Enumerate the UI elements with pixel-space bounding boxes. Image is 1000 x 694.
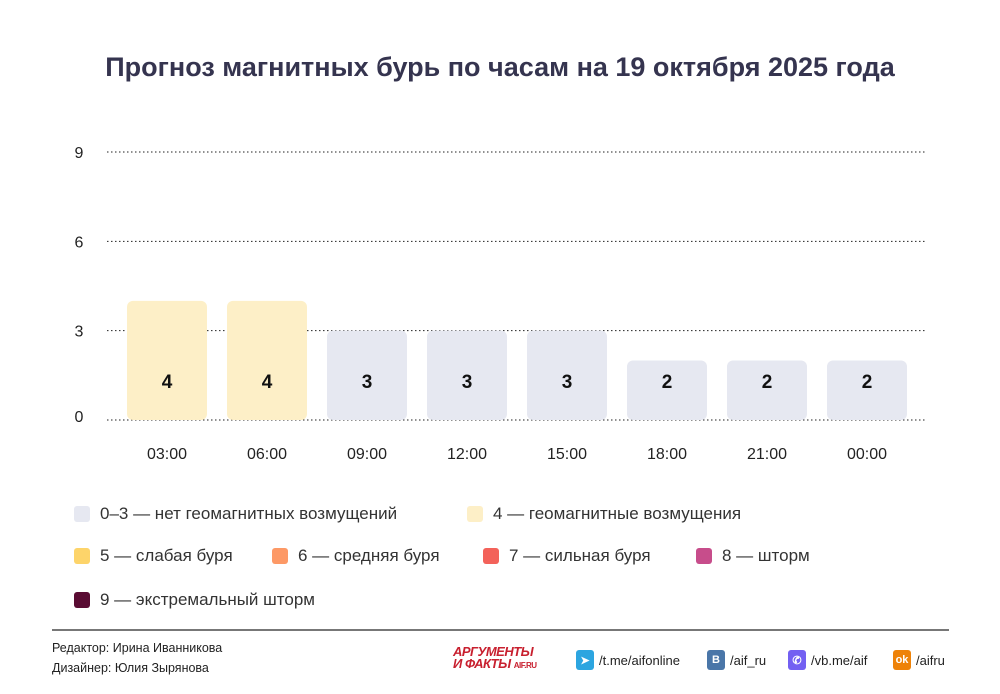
legend-label: 5 — слабая буря [100, 546, 233, 565]
social-label: /vb.me/aif [811, 652, 868, 668]
data-label: 2 [662, 372, 673, 393]
odnoklassniki-icon: ok [893, 650, 911, 670]
legend-swatch [74, 506, 90, 522]
data-label: 3 [362, 372, 373, 393]
legend-swatch [696, 548, 712, 564]
y-tick-label: 6 [75, 234, 84, 251]
x-tick-label: 00:00 [847, 446, 887, 463]
social-link[interactable]: B/aif_ru [707, 650, 766, 670]
editor-credit: Редактор: Ирина Иванникова [52, 641, 223, 655]
bar [127, 300, 207, 420]
legend-swatch [74, 548, 90, 564]
bar [827, 360, 907, 420]
legend-swatch [74, 592, 90, 608]
bar [527, 330, 607, 420]
social-label: /t.me/aifonline [599, 652, 680, 668]
social-label: /aif_ru [730, 652, 767, 668]
bar [327, 330, 407, 420]
data-label: 4 [262, 372, 273, 393]
data-label: 2 [862, 372, 873, 393]
x-tick-label: 03:00 [147, 446, 187, 463]
aif-logo: АРГУМЕНТЫ И ФАКТЫ AIF.RU [453, 644, 537, 671]
y-tick-label: 3 [75, 324, 84, 341]
social-link[interactable]: ➤ /t.me/aifonline [576, 650, 680, 670]
legend-label: 0–3 — нет геомагнитных возмущений [100, 504, 398, 523]
telegram-icon: ➤ [576, 650, 594, 670]
legend-item: 6 — средняя буря [272, 546, 440, 566]
legend-item: 5 — слабая буря [74, 546, 233, 566]
legend-item: 7 — сильная буря [483, 546, 651, 566]
y-tick-label: 0 [75, 409, 84, 426]
data-label: 3 [562, 372, 573, 393]
legend-label: 8 — шторм [722, 546, 810, 565]
legend-item: 8 — шторм [696, 546, 810, 566]
data-label: 2 [762, 372, 773, 393]
x-tick-label: 12:00 [447, 446, 487, 463]
social-link[interactable]: ✆ /vb.me/aif [788, 650, 867, 670]
bar [727, 360, 807, 420]
chart-title: Прогноз магнитных бурь по часам на 19 ок… [105, 52, 895, 82]
designer-credit: Дизайнер: Юлия Зырянова [52, 661, 209, 675]
legend-item: 0–3 — нет геомагнитных возмущений [74, 504, 397, 524]
bar [227, 300, 307, 420]
legend-item: 4 — геомагнитные возмущения [467, 504, 741, 524]
bar-chart: 0 3 6 9 4 03:00 4 06:00 3 09:00 3 12:00 3 15:00 2 18:00… [75, 145, 927, 463]
legend-swatch [272, 548, 288, 564]
data-label: 4 [162, 372, 173, 393]
x-tick-label: 21:00 [747, 446, 787, 463]
vk-icon: B [707, 650, 725, 670]
data-label: 3 [462, 372, 473, 393]
x-tick-label: 06:00 [247, 446, 287, 463]
y-tick-label: 9 [75, 145, 84, 162]
legend-label: 7 — сильная буря [509, 546, 651, 565]
legend-swatch [467, 506, 483, 522]
social-label: /aifru [916, 652, 945, 668]
legend-swatch [483, 548, 499, 564]
x-tick-label: 15:00 [547, 446, 587, 463]
divider [52, 629, 949, 631]
social-link[interactable]: ok/aifru [893, 650, 945, 670]
legend-label: 9 — экстремальный шторм [100, 590, 315, 609]
legend-label: 4 — геомагнитные возмущения [493, 504, 742, 523]
x-tick-label: 18:00 [647, 446, 687, 463]
x-tick-label: 09:00 [347, 446, 387, 463]
bar [627, 360, 707, 420]
legend-label: 6 — средняя буря [298, 546, 440, 565]
viber-icon: ✆ [788, 650, 806, 670]
bar [427, 330, 507, 420]
legend-item: 9 — экстремальный шторм [74, 590, 315, 610]
